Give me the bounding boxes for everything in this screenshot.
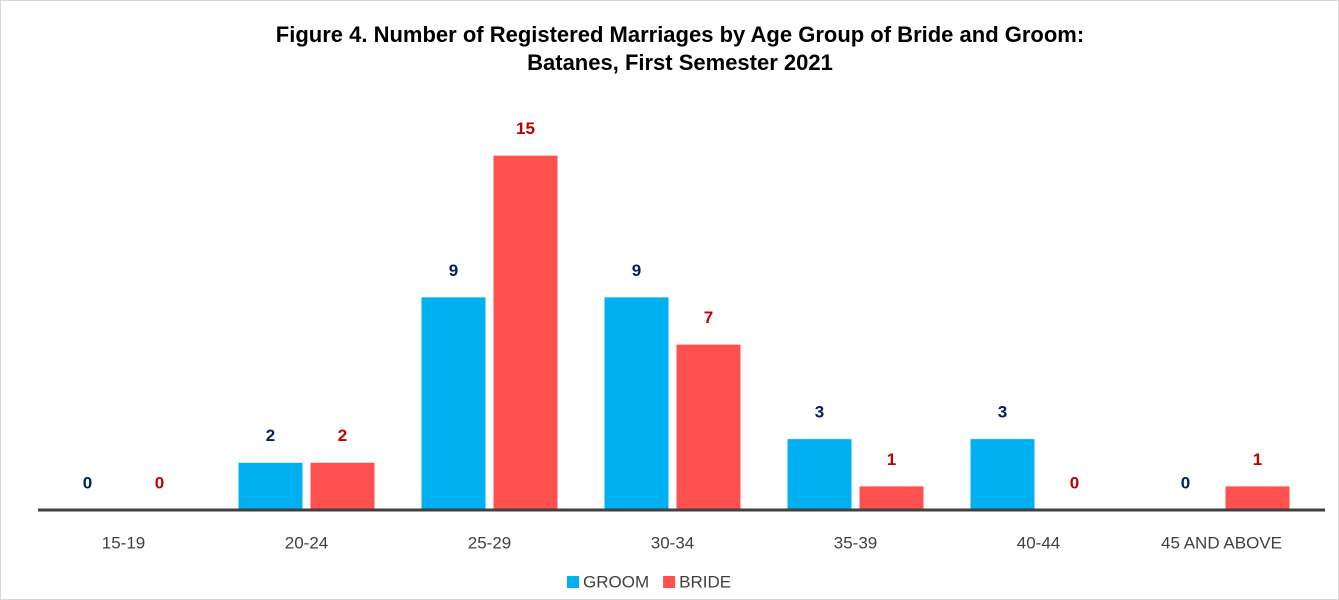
data-label: 0 (83, 473, 92, 492)
x-tick-label: 15-19 (102, 533, 145, 552)
bar (493, 155, 558, 510)
bar (421, 297, 486, 510)
chart-title: Batanes, First Semester 2021 (527, 50, 833, 75)
data-label: 9 (632, 261, 641, 280)
legend-label: BRIDE (679, 572, 731, 591)
bar (970, 439, 1035, 510)
data-label: 3 (815, 403, 824, 422)
x-tick-label: 25-29 (468, 533, 511, 552)
bar (310, 462, 375, 510)
x-tick-label: 40-44 (1017, 533, 1060, 552)
data-label: 0 (1070, 473, 1079, 492)
data-label: 2 (338, 426, 347, 445)
data-label: 0 (1181, 473, 1190, 492)
data-label: 1 (887, 450, 896, 469)
bar (1225, 486, 1290, 510)
data-label: 1 (1253, 450, 1262, 469)
x-tick-label: 45 AND ABOVE (1161, 533, 1282, 552)
data-label: 0 (155, 473, 164, 492)
x-tick-label: 30-34 (651, 533, 694, 552)
bar (787, 439, 852, 510)
legend-swatch (567, 576, 579, 588)
data-label: 2 (266, 426, 275, 445)
legend-swatch (663, 576, 676, 588)
data-label: 9 (449, 261, 458, 280)
x-tick-label: 20-24 (285, 533, 328, 552)
data-label: 3 (998, 403, 1007, 422)
data-label: 7 (704, 308, 713, 327)
data-label: 15 (516, 119, 535, 138)
chart-title: Figure 4. Number of Registered Marriages… (276, 22, 1084, 47)
bar (676, 344, 741, 510)
bar (604, 297, 669, 510)
x-tick-label: 35-39 (834, 533, 877, 552)
bar (238, 462, 303, 510)
bar (859, 486, 924, 510)
legend-label: GROOM (583, 572, 649, 591)
